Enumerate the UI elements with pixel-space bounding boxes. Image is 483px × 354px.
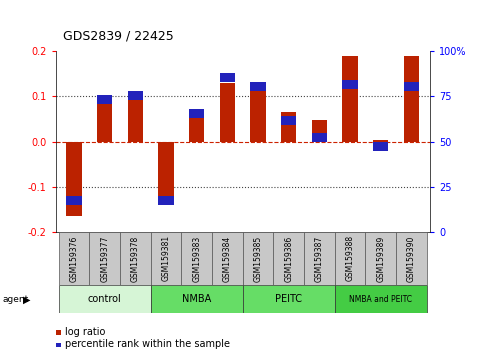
Bar <box>89 232 120 285</box>
Text: GSM159381: GSM159381 <box>161 235 170 281</box>
Text: GSM159383: GSM159383 <box>192 235 201 281</box>
Text: ▶: ▶ <box>23 295 31 305</box>
Bar <box>304 232 335 285</box>
Bar <box>158 196 174 205</box>
Text: GSM159384: GSM159384 <box>223 235 232 281</box>
Bar <box>312 132 327 142</box>
Bar <box>58 232 89 285</box>
Text: GSM159377: GSM159377 <box>100 235 109 282</box>
Text: GSM159376: GSM159376 <box>70 235 78 282</box>
Bar <box>243 232 273 285</box>
Bar <box>220 83 235 142</box>
Text: control: control <box>88 294 122 304</box>
Bar <box>97 96 113 142</box>
Text: GSM159390: GSM159390 <box>407 235 416 282</box>
Text: GSM159385: GSM159385 <box>254 235 263 281</box>
Text: PEITC: PEITC <box>275 294 302 304</box>
Bar <box>335 232 366 285</box>
Bar <box>342 56 358 142</box>
Bar <box>58 285 151 313</box>
Bar <box>66 142 82 216</box>
Bar <box>128 91 143 100</box>
Bar <box>97 95 113 104</box>
Bar <box>151 285 243 313</box>
Bar <box>250 85 266 142</box>
Bar <box>404 56 419 142</box>
Bar <box>312 120 327 142</box>
Bar <box>120 232 151 285</box>
Bar <box>366 232 396 285</box>
Bar <box>335 285 427 313</box>
Text: GSM159378: GSM159378 <box>131 235 140 281</box>
Text: agent: agent <box>2 295 28 304</box>
Bar <box>128 99 143 142</box>
Bar <box>189 109 204 118</box>
Bar <box>243 285 335 313</box>
Bar <box>281 112 297 142</box>
Bar <box>220 73 235 82</box>
Bar <box>396 232 427 285</box>
Bar <box>151 232 181 285</box>
Bar <box>181 232 212 285</box>
Bar <box>373 142 388 151</box>
Text: percentile rank within the sample: percentile rank within the sample <box>65 339 230 349</box>
Text: GSM159386: GSM159386 <box>284 235 293 281</box>
Bar <box>342 80 358 89</box>
Bar <box>158 142 174 200</box>
Bar <box>273 232 304 285</box>
Bar <box>212 232 243 285</box>
Text: NMBA and PEITC: NMBA and PEITC <box>349 295 412 304</box>
Text: GSM159387: GSM159387 <box>315 235 324 281</box>
Bar <box>250 82 266 91</box>
Bar <box>189 117 204 142</box>
Text: GSM159389: GSM159389 <box>376 235 385 281</box>
Bar <box>373 140 388 142</box>
Text: GDS2839 / 22425: GDS2839 / 22425 <box>63 29 173 42</box>
Text: NMBA: NMBA <box>182 294 211 304</box>
Text: log ratio: log ratio <box>65 327 106 337</box>
Bar <box>66 196 82 205</box>
Text: GSM159388: GSM159388 <box>346 235 355 281</box>
Bar <box>281 116 297 125</box>
Bar <box>404 82 419 91</box>
